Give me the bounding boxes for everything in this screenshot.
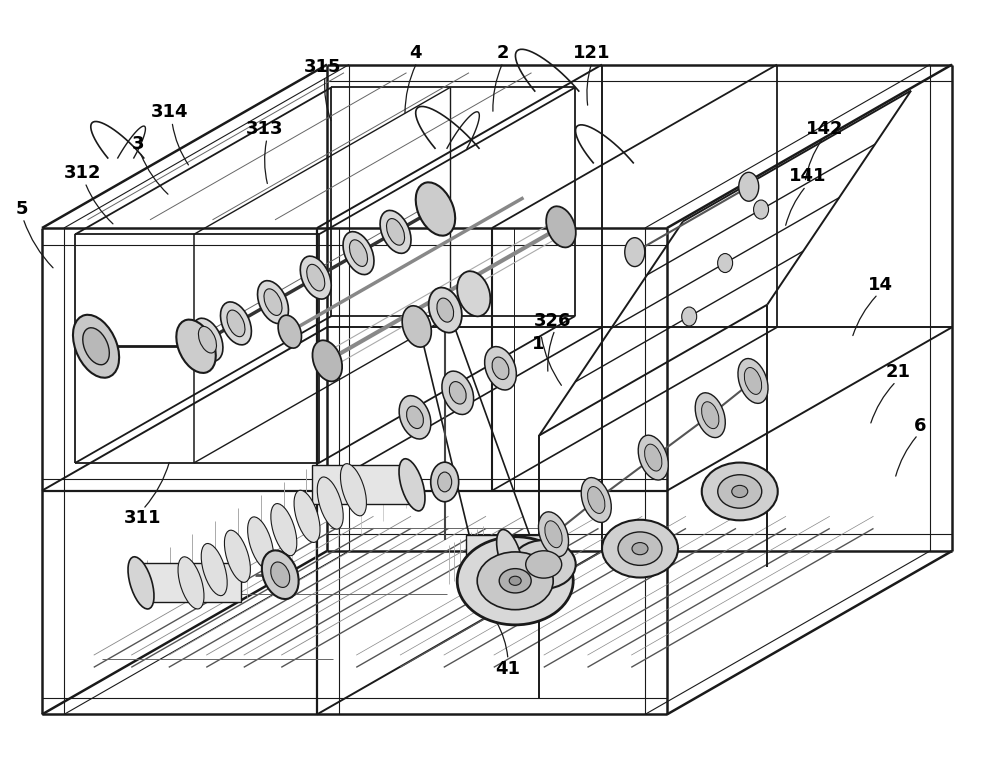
Circle shape [632, 543, 648, 555]
Text: 312: 312 [64, 164, 102, 182]
Text: 1: 1 [532, 334, 544, 353]
Ellipse shape [248, 517, 274, 569]
Ellipse shape [343, 232, 374, 274]
Text: 21: 21 [886, 363, 910, 382]
Text: 313: 313 [246, 120, 284, 138]
Polygon shape [312, 465, 412, 505]
Circle shape [477, 552, 553, 610]
Ellipse shape [429, 287, 462, 333]
Text: 3: 3 [132, 135, 144, 154]
Text: 6: 6 [914, 416, 926, 435]
Ellipse shape [128, 557, 154, 609]
Ellipse shape [387, 219, 405, 245]
Ellipse shape [399, 459, 425, 511]
Ellipse shape [744, 368, 762, 394]
Ellipse shape [258, 280, 288, 324]
Ellipse shape [625, 238, 645, 267]
Ellipse shape [449, 382, 466, 404]
Text: 311: 311 [124, 509, 162, 527]
Ellipse shape [294, 490, 320, 543]
Text: 326: 326 [534, 312, 572, 330]
Text: 41: 41 [496, 660, 520, 678]
Polygon shape [141, 563, 241, 603]
Ellipse shape [264, 289, 282, 315]
Ellipse shape [581, 477, 611, 522]
Circle shape [509, 576, 521, 585]
Ellipse shape [73, 315, 119, 378]
Ellipse shape [380, 211, 411, 253]
Ellipse shape [588, 486, 605, 514]
Ellipse shape [227, 310, 245, 337]
Ellipse shape [497, 530, 522, 580]
Ellipse shape [416, 182, 455, 236]
Circle shape [512, 540, 576, 589]
Ellipse shape [262, 550, 299, 599]
Ellipse shape [271, 504, 297, 556]
Ellipse shape [545, 521, 562, 548]
Ellipse shape [437, 298, 454, 322]
Ellipse shape [349, 240, 368, 267]
Ellipse shape [718, 254, 733, 273]
Ellipse shape [492, 357, 509, 379]
Ellipse shape [485, 347, 516, 390]
Ellipse shape [278, 315, 301, 348]
Ellipse shape [220, 302, 251, 345]
Ellipse shape [645, 444, 662, 471]
Polygon shape [466, 535, 553, 575]
Ellipse shape [402, 306, 431, 347]
Ellipse shape [431, 462, 459, 502]
Ellipse shape [300, 256, 331, 299]
Ellipse shape [83, 328, 109, 365]
Ellipse shape [198, 326, 216, 353]
Circle shape [457, 537, 573, 625]
Text: 14: 14 [868, 276, 893, 294]
Ellipse shape [307, 264, 325, 291]
Ellipse shape [695, 393, 725, 438]
Ellipse shape [176, 320, 216, 373]
Ellipse shape [201, 543, 227, 596]
Ellipse shape [739, 173, 759, 201]
Text: 4: 4 [409, 44, 421, 62]
Ellipse shape [192, 318, 223, 361]
Circle shape [718, 475, 762, 508]
Text: 142: 142 [806, 120, 844, 138]
Ellipse shape [340, 464, 366, 516]
Ellipse shape [546, 206, 576, 248]
Text: 5: 5 [16, 200, 28, 218]
Ellipse shape [638, 435, 668, 480]
Text: 121: 121 [573, 44, 611, 62]
Circle shape [618, 532, 662, 565]
Ellipse shape [438, 472, 452, 492]
Ellipse shape [312, 340, 342, 382]
Text: 2: 2 [497, 44, 509, 62]
Text: 141: 141 [789, 167, 827, 185]
Circle shape [526, 551, 562, 578]
Ellipse shape [682, 307, 697, 326]
Circle shape [702, 463, 778, 521]
Ellipse shape [754, 200, 769, 219]
Ellipse shape [399, 396, 431, 439]
Ellipse shape [442, 371, 474, 414]
Text: 314: 314 [151, 103, 189, 122]
Ellipse shape [178, 557, 204, 609]
Ellipse shape [271, 562, 290, 587]
Circle shape [732, 486, 748, 498]
Ellipse shape [317, 477, 343, 529]
Ellipse shape [407, 406, 423, 429]
Text: 315: 315 [304, 58, 342, 76]
Circle shape [602, 520, 678, 578]
Ellipse shape [702, 402, 719, 429]
Ellipse shape [738, 359, 768, 404]
Ellipse shape [457, 271, 490, 316]
Ellipse shape [224, 530, 250, 582]
Circle shape [499, 568, 531, 593]
Ellipse shape [538, 511, 569, 556]
